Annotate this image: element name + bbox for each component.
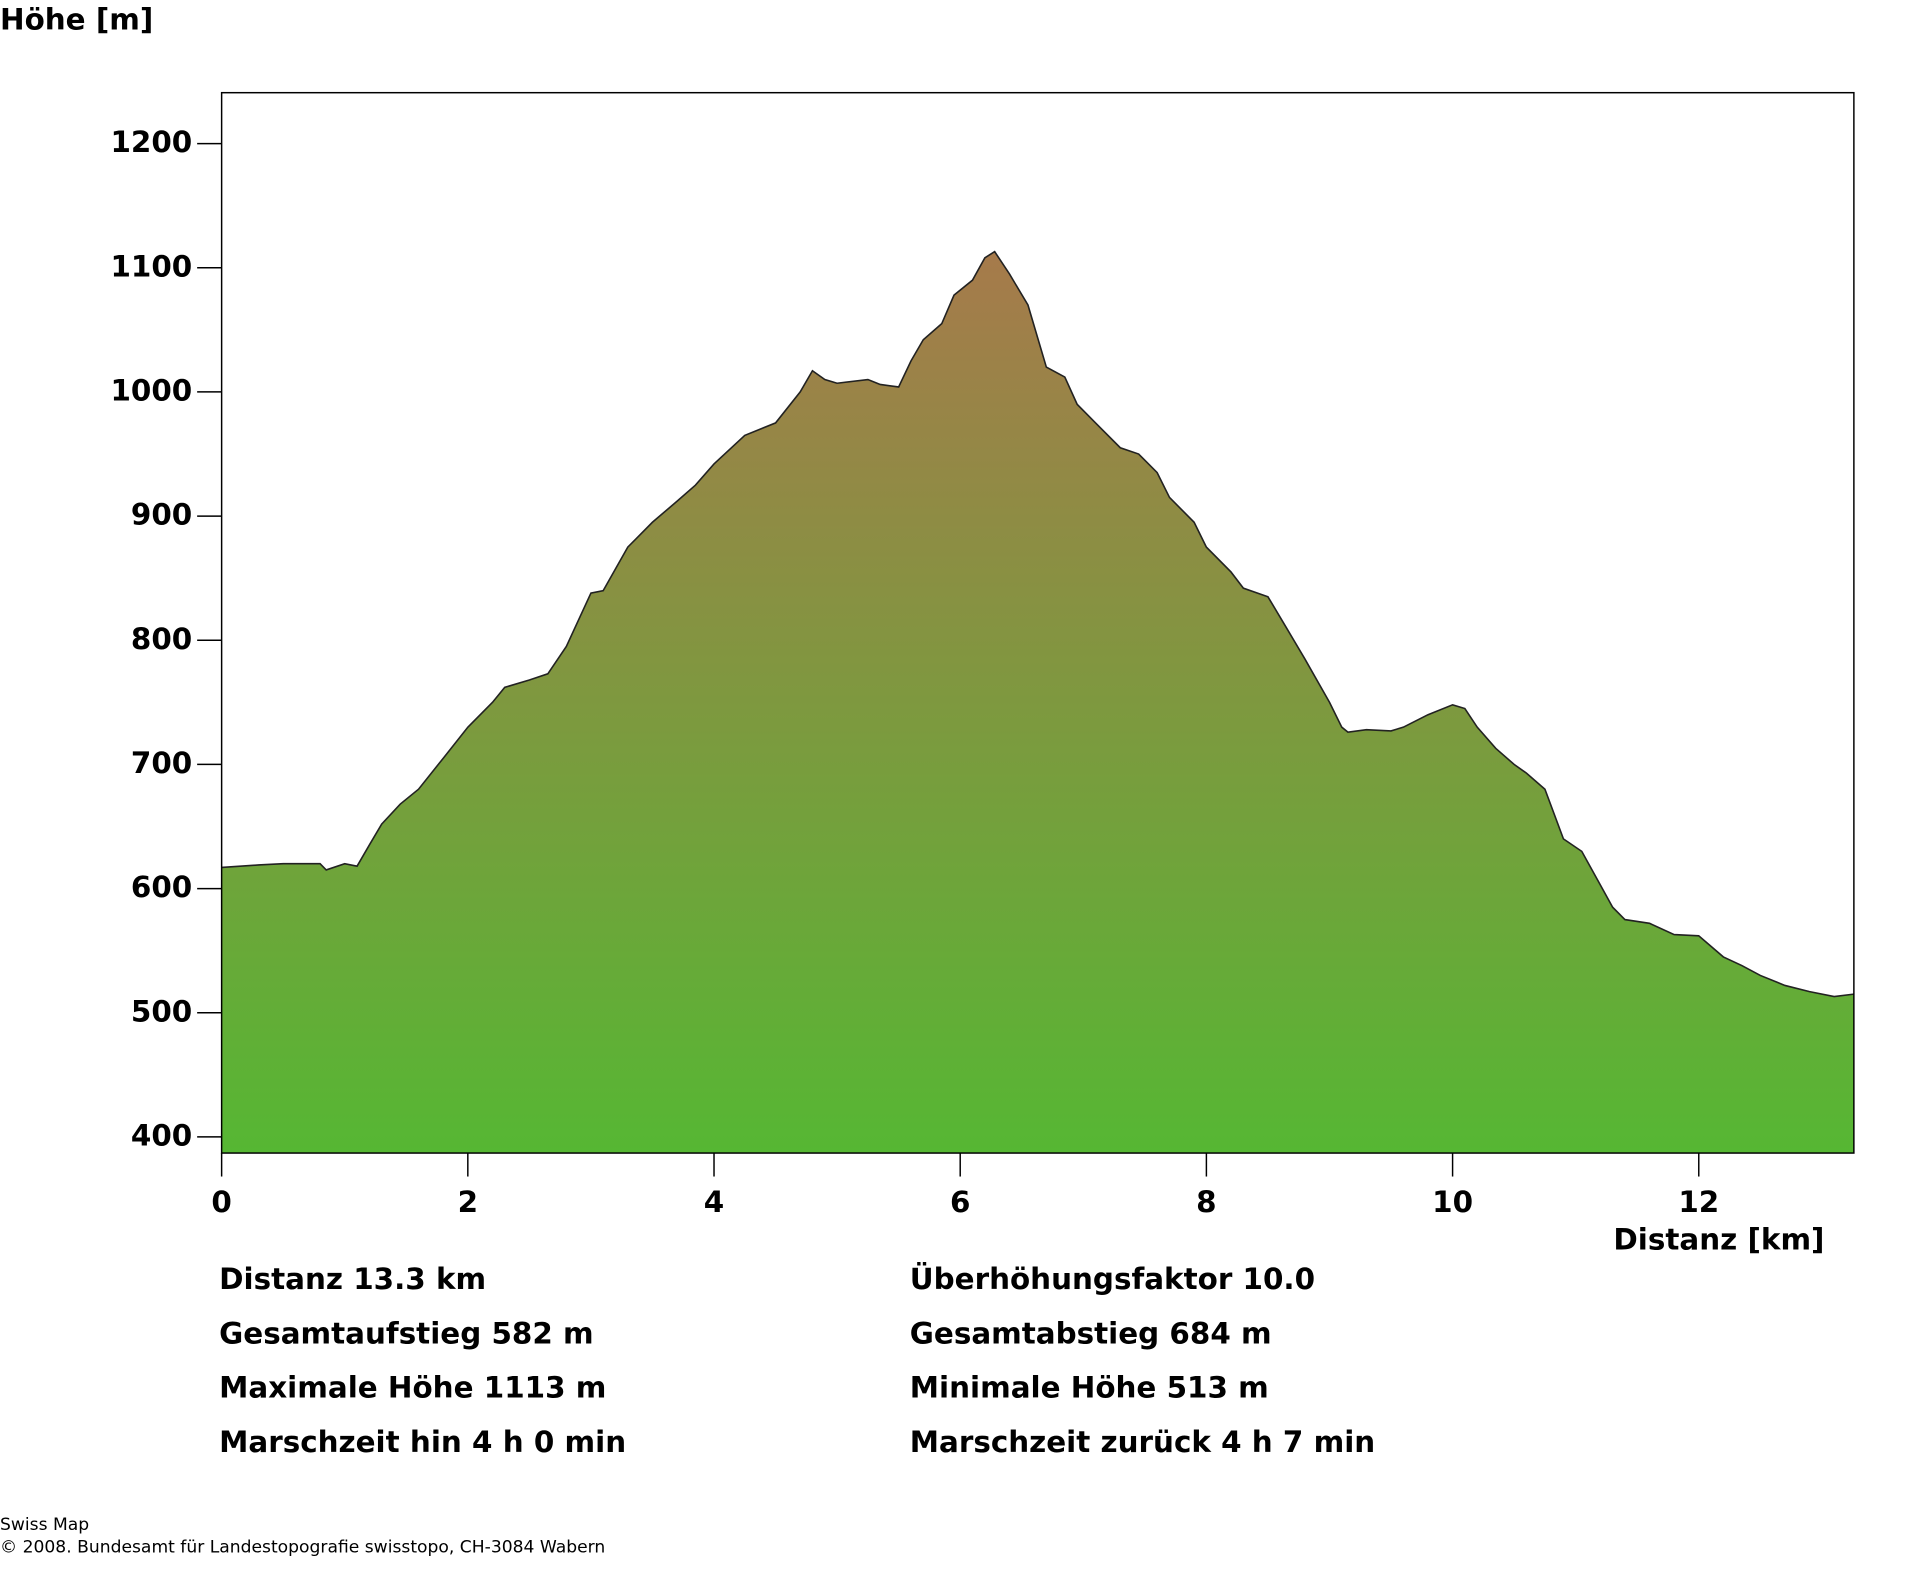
y-tick-label: 1200 xyxy=(110,125,192,159)
stat: Minimale Höhe 513 m xyxy=(910,1371,1269,1405)
x-tick-label: 6 xyxy=(950,1185,970,1219)
stat: Maximale Höhe 1113 m xyxy=(219,1371,606,1405)
x-tick-label: 10 xyxy=(1432,1185,1473,1219)
x-tick-label: 8 xyxy=(1196,1185,1216,1219)
stat: Marschzeit zurück 4 h 7 min xyxy=(910,1425,1375,1459)
stat: Gesamtabstieg 684 m xyxy=(910,1316,1272,1350)
stat: Distanz 13.3 km xyxy=(219,1262,486,1296)
y-tick-label: 400 xyxy=(131,1118,192,1152)
credit: © 2008. Bundesamt für Landestopografie s… xyxy=(0,1537,605,1557)
profile-line xyxy=(221,250,1854,998)
x-tick-label: 4 xyxy=(704,1185,724,1219)
stat: Überhöhungsfaktor 10.0 xyxy=(910,1260,1315,1296)
y-tick-label: 900 xyxy=(131,498,192,532)
y-tick-label: 700 xyxy=(131,746,192,780)
y-axis-label: Höhe [m] xyxy=(0,2,153,36)
plot-frame xyxy=(220,91,1855,1154)
stat: Marschzeit hin 4 h 0 min xyxy=(219,1425,626,1459)
area xyxy=(221,251,1854,1154)
stat: Gesamtaufstieg 582 m xyxy=(219,1316,593,1350)
x-tick-label: 0 xyxy=(211,1185,231,1219)
y-tick-label: 1000 xyxy=(110,373,192,407)
credit: Swiss Map xyxy=(0,1515,89,1535)
y-tick-label: 1100 xyxy=(110,249,192,283)
x-tick-label: 2 xyxy=(458,1185,478,1219)
x-axis-label: Distanz [km] xyxy=(1613,1222,1824,1256)
y-tick-label: 600 xyxy=(131,870,192,904)
y-tick-label: 800 xyxy=(131,622,192,656)
y-tick-label: 500 xyxy=(131,994,192,1028)
x-tick-label: 12 xyxy=(1678,1185,1719,1219)
